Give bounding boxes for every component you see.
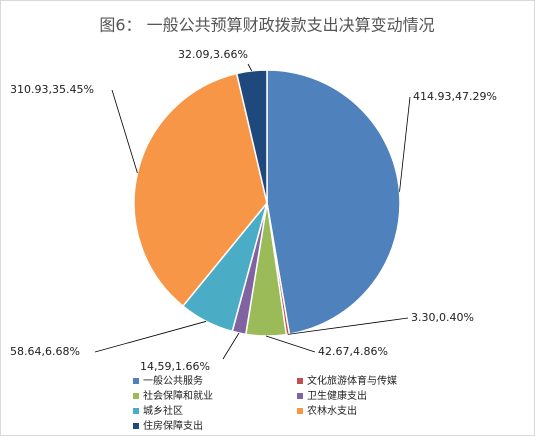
pie-slice [133, 72, 268, 308]
legend-swatch [133, 378, 139, 384]
leader-line [111, 89, 138, 174]
leader-line [287, 317, 409, 335]
data-label: 414.93,47.29% [413, 90, 497, 103]
data-label: 42.67,4.86% [318, 345, 388, 358]
data-label: 32.09,3.66% [178, 48, 248, 61]
legend-label: 社会保障和就业 [143, 389, 213, 402]
leader-line [222, 332, 240, 360]
legend-label: 卫生健康支出 [307, 389, 367, 402]
legend-swatch [297, 393, 303, 399]
data-label: 3.30,0.40% [411, 311, 474, 324]
legend-label: 农林水支出 [307, 404, 357, 417]
leader-line [265, 335, 316, 353]
legend-label: 文化旅游体育与传媒 [307, 374, 397, 387]
legend-label: 一般公共服务 [143, 374, 203, 387]
legend-swatch [133, 408, 139, 414]
leader-line [399, 96, 411, 192]
legend-swatch [133, 423, 139, 429]
leader-line [247, 63, 253, 72]
legend-swatch [297, 408, 303, 414]
legend-swatch [297, 378, 303, 384]
chart-title: 图6： 一般公共预算财政拨款支出决算变动情况 [99, 16, 434, 35]
legend-label: 城乡社区 [143, 404, 183, 417]
data-label: 310.93,35.45% [10, 83, 94, 96]
legend-swatch [133, 393, 139, 399]
legend-label: 住房保障支出 [143, 419, 203, 432]
leader-line [94, 320, 207, 353]
data-label: 14,59,1.66% [140, 360, 210, 373]
data-label: 58.64,6.68% [10, 345, 80, 358]
